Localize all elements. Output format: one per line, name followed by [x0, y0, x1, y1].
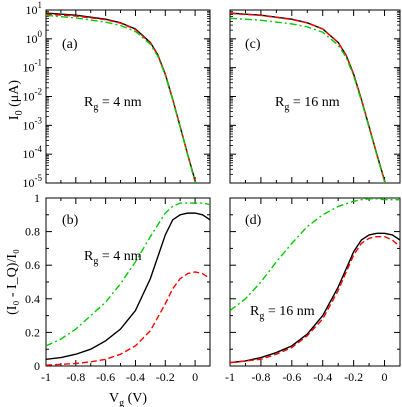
panel-d-ticks: -1 -0.8 -0.6 -0.4 -0.2 0 — [225, 197, 401, 384]
panel-c-ticks — [229, 9, 401, 184]
x-axis-label: Vg (V) — [109, 391, 147, 407]
series-line-solid — [230, 232, 400, 364]
x-tick-label: -0.2 — [344, 370, 363, 384]
y-tick-label: 0.2 — [25, 325, 40, 339]
y-axis-label-top: I0 (μA) — [7, 80, 25, 120]
panel-b-series — [46, 202, 210, 366]
panel-d-annotation: Rg = 16 nm — [250, 304, 315, 322]
x-tick-label: -0.2 — [156, 370, 175, 384]
panel-d: -1 -0.8 -0.6 -0.4 -0.2 0 (d) Rg = 16 nm — [225, 197, 401, 384]
panel-d-series — [230, 198, 400, 364]
panel-c: (c) Rg = 16 nm — [229, 9, 401, 184]
x-tick-label: 0 — [192, 370, 198, 384]
y-tick-label: 10-5 — [23, 173, 43, 190]
x-tick-label: -1 — [41, 370, 51, 384]
y-tick-label: 0.4 — [25, 292, 40, 306]
series-line-dashed — [46, 271, 210, 366]
y-tick-label: 1 — [34, 191, 40, 205]
y-axis-label-bottom: (I₀ - I_Q)/I₀ — [5, 249, 20, 315]
series-line-dashdot — [230, 198, 400, 312]
panel-c-series — [230, 12, 386, 183]
x-tick-label: -0.4 — [313, 370, 332, 384]
panel-b-annotation: Rg = 4 nm — [84, 249, 142, 267]
x-tick-label: -0.8 — [66, 370, 85, 384]
panel-b-label: (b) — [62, 213, 79, 228]
x-tick-label: -0.6 — [96, 370, 115, 384]
y-tick-label: 10-3 — [23, 115, 43, 132]
series-line-dashed — [230, 12, 386, 183]
series-line-dashed — [230, 235, 400, 364]
panel-d-label: (d) — [245, 213, 262, 228]
series-line-dashdot — [46, 14, 197, 183]
panel-a-label: (a) — [62, 37, 78, 52]
series-line-dashdot — [46, 202, 210, 347]
panel-a-annotation: Rg = 4 nm — [84, 95, 142, 113]
series-line-solid — [46, 212, 210, 360]
panel-c-label: (c) — [245, 37, 261, 52]
x-tick-label: -0.6 — [282, 370, 301, 384]
x-tick-label: -0.8 — [251, 370, 270, 384]
series-line-dashdot — [230, 17, 386, 183]
panel-b-ticks: -1 -0.8 -0.6 -0.4 -0.2 0 0 0.2 0.4 0.6 0.8 1 — [25, 191, 211, 384]
panel-a-series — [46, 12, 197, 183]
y-tick-label: 100 — [26, 29, 43, 46]
y-tick-label: 10-2 — [23, 87, 43, 104]
y-tick-label: 10-1 — [23, 58, 43, 75]
y-tick-label: 10-4 — [23, 144, 43, 161]
x-tick-label: -0.4 — [126, 370, 145, 384]
y-tick-label: 0.6 — [25, 258, 40, 272]
y-tick-label: 0.8 — [25, 225, 40, 239]
x-tick-label: 0 — [382, 370, 388, 384]
y-tick-label: 101 — [26, 0, 43, 17]
y-tick-label: 0 — [34, 359, 40, 373]
panel-a: 10-5 10-4 10-3 10-2 10-1 100 101 (a) Rg = 4 nm — [23, 0, 211, 190]
panel-c-annotation: Rg = 16 nm — [275, 95, 340, 113]
panel-b: -1 -0.8 -0.6 -0.4 -0.2 0 0 0.2 0.4 0.6 0.8 1 (b) Rg… — [25, 191, 211, 384]
x-tick-label: -1 — [225, 370, 235, 384]
